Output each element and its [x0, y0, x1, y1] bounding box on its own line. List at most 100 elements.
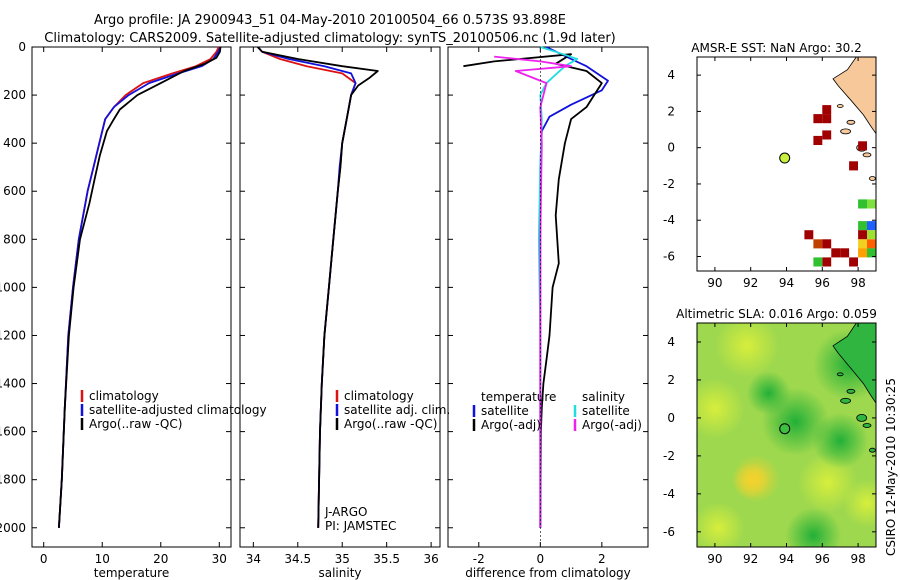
sla-map-island	[862, 423, 872, 428]
sla-map-ytick-label: -2	[663, 449, 675, 463]
sst-map-cell	[849, 161, 858, 171]
figure-title-line1: Argo profile: JA 2900943_51 04-May-2010 …	[94, 13, 566, 28]
sla-map-title: Altimetric SLA: 0.016 Argo: 0.059	[676, 307, 877, 321]
sst-map-xtick-label: 92	[743, 276, 758, 290]
temperature-legend-label: Argo(..raw -QC)	[89, 417, 182, 431]
sla-map-anomaly-patch	[715, 323, 780, 378]
figure-title-line2: Climatology: CARS2009. Satellite-adjuste…	[44, 31, 616, 46]
sst-map-ytick-label: 4	[667, 68, 675, 82]
sla-map-island	[846, 388, 856, 394]
sst-map-cell	[804, 230, 814, 240]
sla-map-anomaly-patch	[697, 502, 745, 547]
temperature-xtick-label: 20	[153, 552, 168, 566]
temperature-legend-label: climatology	[89, 389, 159, 403]
sla-map-ytick-label: 0	[667, 411, 675, 425]
salinity-xtick-label: 34.5	[284, 552, 311, 566]
sst-map-cell	[813, 239, 823, 249]
sst-map-title: AMSR-E SST: NaN Argo: 30.2	[691, 41, 861, 55]
sst-map-cell	[813, 114, 823, 124]
sst-map-ytick-label: 0	[667, 141, 675, 155]
sla-map-content	[697, 323, 880, 547]
sst-map-island	[862, 152, 872, 158]
difference-legend-label: satellite	[481, 404, 529, 418]
temperature-frame	[31, 46, 232, 548]
difference-series-line	[494, 55, 572, 528]
difference-legend-label: satellite	[582, 404, 630, 418]
difference-xtick-label: -2	[473, 552, 485, 566]
sst-map-island	[846, 119, 856, 125]
sst-map-cell	[831, 248, 841, 258]
sla-map-xtick-label: 90	[707, 552, 722, 566]
sst-map-cell	[867, 199, 876, 209]
sla-map-island	[869, 447, 876, 453]
difference-legend-heading: salinity	[582, 390, 625, 404]
temperature-xlabel: temperature	[94, 566, 169, 580]
sst-map-cell	[813, 257, 823, 267]
temperature-ytick-label: 1600	[0, 425, 26, 439]
difference-series-line	[463, 53, 603, 528]
temperature-ytick-label: 2000	[0, 521, 26, 535]
temperature-ytick-label: 1400	[0, 377, 26, 391]
temperature-ytick-label: 1000	[0, 280, 26, 294]
sst-map-argo-marker	[779, 152, 791, 164]
sla-map-xtick-label: 96	[815, 552, 830, 566]
difference-series-line	[539, 46, 609, 528]
sla-map-anomaly-patch	[843, 479, 876, 528]
sst-map-cell	[822, 257, 832, 267]
salinity-series-line	[257, 46, 357, 528]
salinity-legend-label: climatology	[344, 389, 414, 403]
salinity-series-line	[257, 46, 357, 528]
sst-map-xtick-label: 98	[850, 276, 865, 290]
sst-map-cell	[858, 221, 867, 231]
sla-map-land-mainland	[832, 323, 876, 404]
sla-map-anomaly-patch	[785, 507, 842, 547]
sst-map-cell	[822, 239, 832, 249]
sla-map-land-coast-south	[877, 429, 880, 459]
difference-legend-heading: temperature	[481, 390, 556, 404]
sla-map-island	[836, 372, 844, 377]
sla-map-anomaly-patch	[697, 378, 745, 439]
salinity-legend-label: satellite adj. clim.	[344, 403, 450, 417]
salinity-xlabel: salinity	[318, 566, 361, 580]
sst-map-cell	[867, 230, 876, 240]
sst-map-cell	[822, 105, 832, 115]
salinity-xtick-label: 35.5	[373, 552, 400, 566]
sla-map-xtick-label: 92	[743, 552, 758, 566]
salinity-annotation-line2: PI: JAMSTEC	[325, 519, 396, 533]
sst-map-cell	[867, 239, 876, 249]
sst-map-island	[869, 176, 876, 181]
sst-map-ytick-label: -6	[663, 249, 675, 263]
sst-map-xtick-label: 96	[815, 276, 830, 290]
sst-map-content	[697, 57, 880, 271]
difference-xtick-label: 0	[536, 552, 544, 566]
temperature-xtick-label: 30	[212, 552, 227, 566]
side-timestamp-label: CSIRO 12-May-2010 10:30:25	[884, 378, 898, 556]
sst-map-ytick-label: -2	[663, 177, 675, 191]
sst-map-ytick-label: 2	[667, 104, 675, 118]
sst-map-cell	[867, 248, 876, 258]
salinity-series-line	[257, 46, 379, 528]
sla-map-ytick-label: -4	[663, 487, 675, 501]
sla-map-xtick-label: 98	[850, 552, 865, 566]
salinity-legend-label: Argo(..raw -QC)	[344, 417, 437, 431]
difference-xtick-label: 2	[598, 552, 606, 566]
sla-map-anomaly-patch	[732, 462, 769, 499]
sla-map-ytick-label: -6	[663, 525, 675, 539]
sst-map-xtick-label: 90	[707, 276, 722, 290]
sst-map-panel: 90 92 94 96 98 -6 -4 -2 0 2 4 AMSR-E SST: NaN Argo:…	[663, 41, 880, 290]
temperature-legend-label: satellite-adjusted climatology	[89, 403, 267, 417]
temperature-series-line	[58, 46, 222, 528]
sla-map-ytick-label: 4	[667, 335, 675, 349]
sst-map-cell	[858, 230, 867, 240]
sst-map-island	[840, 128, 851, 135]
sla-map-ytick-label: 2	[667, 373, 675, 387]
salinity-xtick-label: 34	[246, 552, 261, 566]
salinity-panel: 34 34.5 35 35.5 36 salinity climatologysatelli…	[239, 46, 450, 580]
sla-map-anomaly-patch	[746, 371, 791, 416]
sst-map-land-coast-south	[877, 159, 880, 188]
sst-map-cell	[813, 135, 823, 145]
temperature-series-line	[58, 46, 222, 528]
salinity-xtick-label: 35	[335, 552, 350, 566]
sst-map-cell	[822, 130, 832, 140]
